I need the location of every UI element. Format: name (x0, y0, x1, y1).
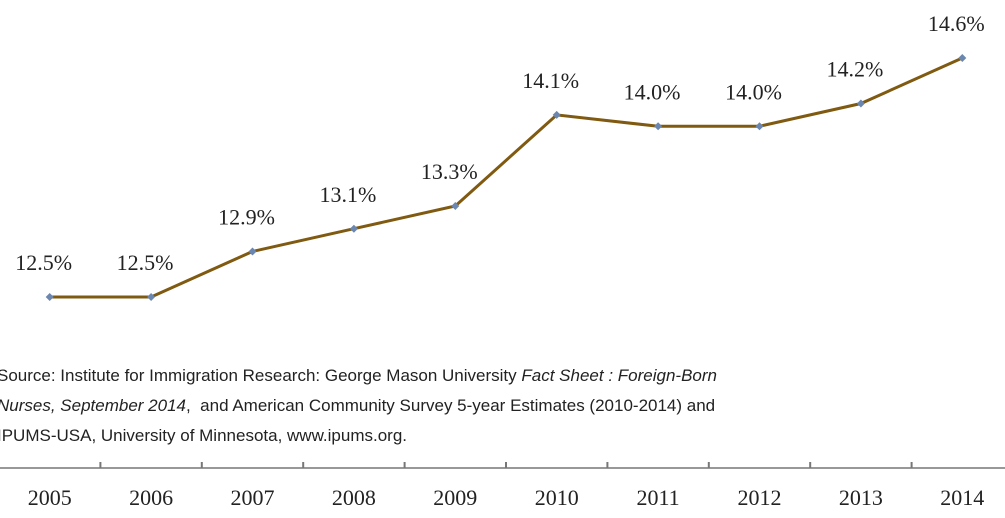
x-tick-label: 2008 (332, 485, 376, 510)
marker (958, 54, 967, 62)
source-text: , and American Community Survey 5-year E… (186, 396, 715, 415)
data-label: 12.5% (117, 250, 174, 275)
x-tick-label: 2010 (535, 485, 579, 510)
x-tick-label: 2014 (940, 485, 984, 510)
data-label: 13.1% (319, 182, 376, 207)
line (49, 56, 963, 299)
x-tick-label: 2006 (129, 485, 173, 510)
source-line: IPUMS-USA, University of Minnesota, www.… (0, 426, 407, 445)
data-label: 12.5% (15, 250, 72, 275)
source-text: IPUMS-USA, University of Minnesota, www.… (0, 426, 407, 445)
data-label: 13.3% (421, 159, 478, 184)
source-text: Fact Sheet : Foreign-Born (521, 366, 717, 385)
source-line: Source: Institute for Immigration Resear… (0, 366, 717, 385)
data-label: 14.1% (522, 68, 579, 93)
x-tick-label: 2011 (637, 485, 680, 510)
marker (147, 293, 156, 301)
x-tick-label: 2009 (433, 485, 477, 510)
marker (856, 99, 865, 108)
marker (248, 247, 257, 256)
marker (552, 110, 561, 119)
marker (349, 224, 358, 233)
data-label: 14.2% (826, 57, 883, 82)
marker (451, 201, 460, 210)
x-tick-label: 2007 (231, 485, 275, 510)
x-tick-label: 2005 (28, 485, 72, 510)
x-tick-label: 2012 (738, 485, 782, 510)
marker (654, 122, 663, 131)
x-tick-label: 2013 (839, 485, 883, 510)
marker (755, 122, 764, 131)
source-text: Nurses, September 2014 (0, 396, 186, 415)
data-label: 14.0% (624, 79, 681, 104)
data-label: 14.0% (725, 79, 782, 104)
data-label: 14.6% (928, 11, 985, 36)
source-line: Nurses, September 2014, and American Com… (0, 396, 715, 415)
source-text: Source: Institute for Immigration Resear… (0, 366, 521, 385)
marker (45, 293, 54, 301)
data-label: 12.9% (218, 205, 275, 230)
